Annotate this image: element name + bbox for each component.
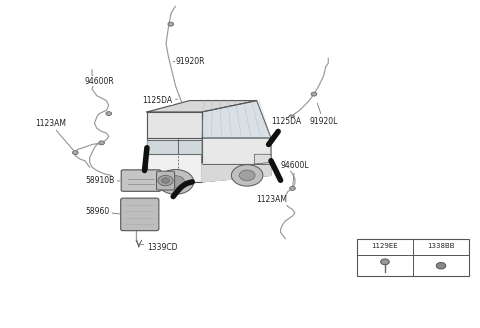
Text: 1338BB: 1338BB: [427, 243, 455, 249]
Polygon shape: [202, 138, 271, 182]
Circle shape: [168, 22, 174, 26]
Circle shape: [231, 165, 263, 186]
Text: 91920L: 91920L: [309, 103, 337, 126]
Polygon shape: [147, 138, 202, 182]
Circle shape: [288, 115, 294, 119]
Circle shape: [99, 141, 105, 145]
FancyBboxPatch shape: [121, 170, 161, 191]
Circle shape: [72, 151, 78, 154]
Text: 1123AM: 1123AM: [257, 195, 288, 204]
Polygon shape: [178, 140, 202, 154]
Polygon shape: [254, 154, 271, 164]
Circle shape: [289, 186, 295, 190]
Circle shape: [436, 262, 446, 269]
Polygon shape: [147, 101, 257, 112]
Text: 94600L: 94600L: [281, 161, 309, 186]
FancyBboxPatch shape: [120, 198, 159, 231]
Circle shape: [311, 92, 317, 96]
Text: 1123AM: 1123AM: [35, 119, 73, 151]
Polygon shape: [202, 164, 271, 182]
Circle shape: [162, 178, 169, 183]
FancyBboxPatch shape: [357, 239, 469, 276]
Circle shape: [167, 176, 185, 188]
Text: 1129EE: 1129EE: [372, 243, 398, 249]
Text: 91920R: 91920R: [173, 57, 205, 66]
Text: 58960: 58960: [85, 207, 120, 215]
FancyBboxPatch shape: [156, 171, 175, 190]
Polygon shape: [202, 101, 271, 138]
Text: 94600R: 94600R: [85, 76, 115, 86]
Polygon shape: [147, 112, 202, 138]
Circle shape: [240, 170, 255, 181]
Text: 1125DA: 1125DA: [142, 96, 178, 105]
Circle shape: [381, 259, 389, 265]
Circle shape: [157, 170, 194, 194]
Polygon shape: [147, 140, 178, 154]
Circle shape: [158, 175, 173, 186]
Text: 58910B: 58910B: [85, 176, 120, 185]
Text: 1339CD: 1339CD: [140, 243, 178, 253]
Circle shape: [106, 112, 112, 115]
Text: 1125DA: 1125DA: [271, 117, 301, 126]
